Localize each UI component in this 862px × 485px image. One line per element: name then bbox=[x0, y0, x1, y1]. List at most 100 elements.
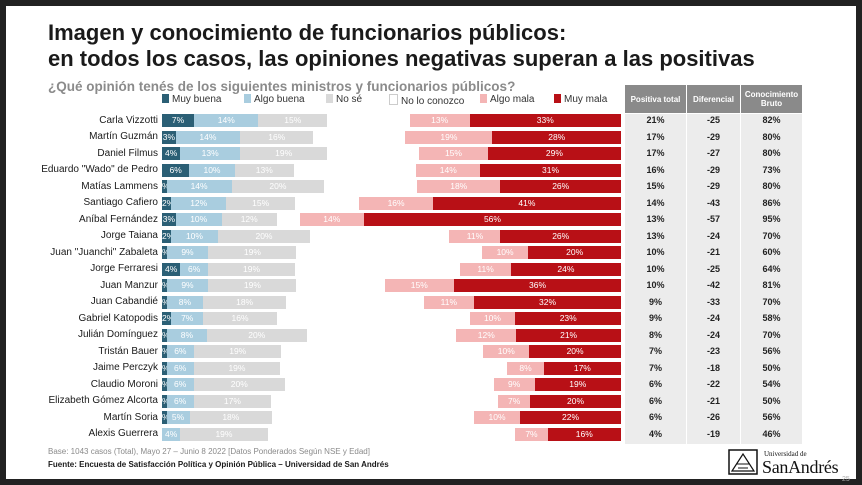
bar-segment-muy-buena: % bbox=[162, 295, 167, 309]
category-label: Julián Domínguez bbox=[77, 329, 158, 340]
bar-segment-algo-mala: 7% bbox=[498, 394, 531, 408]
category-label: Jorge Ferraresi bbox=[90, 263, 158, 274]
bar-segment-algo-buena: 9% bbox=[166, 246, 209, 259]
table-cell-conocimiento: 86% bbox=[762, 197, 781, 208]
bar-segment-no-se: 19% bbox=[180, 427, 268, 441]
bar-segment-muy-buena: 4% bbox=[162, 147, 181, 160]
title-line-2: en todos los casos, las opiniones negati… bbox=[48, 46, 755, 71]
bar-segment-muy-mala: 23% bbox=[515, 312, 621, 325]
table-cell-conocimiento: 56% bbox=[762, 412, 781, 422]
table-cell-conocimiento: 50% bbox=[762, 362, 781, 373]
bar-segment-no-se: 13% bbox=[234, 163, 294, 177]
table-cell-positiva: 13% bbox=[646, 230, 665, 241]
bar-segment-algo-buena: 13% bbox=[180, 147, 241, 160]
bar-segment-algo-buena: 10% bbox=[175, 213, 222, 226]
legend-item-algo-mala: Algo mala bbox=[480, 94, 534, 105]
legend-swatch bbox=[326, 94, 333, 103]
table-cell-positiva: 13% bbox=[646, 214, 665, 224]
table-cell-diferencial: -57 bbox=[706, 214, 720, 224]
bar-segment-muy-buena: 3% bbox=[162, 130, 176, 144]
table-cell-positiva: 4% bbox=[648, 428, 662, 439]
bar-segment-no-se: 20% bbox=[217, 229, 311, 243]
source-note: Fuente: Encuesta de Satisfacción Polític… bbox=[48, 460, 389, 469]
bar-segment-no-lo-conozco bbox=[276, 213, 300, 226]
bar-segment-no-se: 20% bbox=[206, 328, 307, 342]
bar-segment-algo-buena: 8% bbox=[166, 295, 204, 309]
bar-segment-muy-buena: % bbox=[162, 180, 167, 193]
table-cell-conocimiento: 80% bbox=[762, 181, 781, 191]
table-cell-conocimiento: 95% bbox=[762, 214, 781, 224]
bar-segment-no-lo-conozco bbox=[296, 246, 482, 259]
bar-segment-algo-buena: 10% bbox=[171, 229, 218, 243]
bar-segment-muy-buena: 2% bbox=[162, 312, 172, 325]
category-label: Claudio Moroni bbox=[90, 378, 158, 390]
bar-segment-muy-buena: % bbox=[162, 345, 167, 358]
bar-segment-algo-buena: 5% bbox=[166, 411, 190, 424]
bar-segment-no-lo-conozco bbox=[295, 262, 461, 276]
table-cell-diferencial: -18 bbox=[706, 362, 720, 373]
table-cell-diferencial: -21 bbox=[706, 247, 720, 257]
bar-segment-algo-buena: 6% bbox=[166, 361, 194, 375]
table-cell-conocimiento: 73% bbox=[762, 164, 781, 175]
bar-segment-no-lo-conozco bbox=[313, 130, 406, 144]
bar-segment-muy-mala: 28% bbox=[492, 130, 621, 144]
bar-segment-muy-mala: 24% bbox=[510, 262, 621, 276]
bar-segment-no-lo-conozco bbox=[271, 394, 499, 408]
table-cell-positiva: 6% bbox=[648, 379, 662, 389]
category-label: Jorge Taiana bbox=[100, 230, 158, 241]
bar-segment-muy-buena: 7% bbox=[162, 114, 195, 127]
legend-label: No sé bbox=[336, 94, 363, 105]
bar-segment-algo-mala: 12% bbox=[456, 328, 517, 342]
bar-segment-algo-buena: 6% bbox=[166, 345, 195, 358]
table-cell-positiva: 17% bbox=[646, 131, 665, 142]
bar-segment-muy-buena: 2% bbox=[162, 229, 172, 243]
table-header-positiva: Positiva total bbox=[625, 85, 686, 113]
university-logo: Universidad de SanAndrés bbox=[728, 449, 846, 477]
category-label: Elizabeth Gómez Alcorta bbox=[48, 395, 159, 406]
table-cell-positiva: 16% bbox=[646, 164, 665, 175]
page-number: 25 bbox=[842, 476, 850, 483]
bar-segment-no-se: 18% bbox=[189, 411, 273, 424]
bar-segment-no-se: 16% bbox=[240, 130, 314, 144]
table-column-bg bbox=[687, 114, 740, 444]
table-cell-diferencial: -29 bbox=[706, 131, 720, 142]
table-cell-positiva: 7% bbox=[648, 346, 662, 356]
bar-segment-muy-mala: 56% bbox=[363, 213, 621, 226]
legend-item-muy-mala: Muy mala bbox=[554, 94, 607, 105]
table-cell-diferencial: -25 bbox=[706, 115, 720, 125]
chart-subtitle: ¿Qué opinión tenés de los siguientes min… bbox=[48, 79, 516, 94]
bar-segment-muy-buena: 4% bbox=[162, 262, 181, 276]
table-header-conocimiento: Conocimiento Bruto bbox=[741, 85, 802, 113]
category-label: Martín Soria bbox=[103, 411, 158, 423]
bar-segment-no-se: 19% bbox=[208, 279, 297, 292]
bar-segment-muy-mala: 31% bbox=[480, 163, 621, 177]
legend-swatch bbox=[554, 94, 561, 103]
bar-segment-algo-buena: 6% bbox=[180, 262, 208, 276]
bar-segment-muy-buena: 6% bbox=[162, 163, 190, 177]
bar-segment-algo-mala: 10% bbox=[483, 345, 530, 358]
bar-segment-algo-mala: 15% bbox=[419, 147, 488, 160]
table-cell-diferencial: -25 bbox=[706, 263, 720, 274]
table-cell-conocimiento: 60% bbox=[762, 247, 781, 257]
table-cell-positiva: 9% bbox=[648, 296, 662, 307]
table-cell-conocimiento: 50% bbox=[762, 395, 781, 406]
bar-segment-algo-buena: 9% bbox=[166, 279, 209, 292]
bar-segment-muy-buena: % bbox=[162, 328, 167, 342]
table-cell-diferencial: -33 bbox=[706, 296, 720, 307]
table-cell-diferencial: -43 bbox=[706, 197, 720, 208]
table-cell-diferencial: -22 bbox=[706, 379, 720, 389]
bar-segment-muy-mala: 17% bbox=[543, 361, 621, 375]
table-cell-positiva: 6% bbox=[648, 395, 662, 406]
bar-segment-no-lo-conozco bbox=[295, 196, 360, 210]
bar-segment-algo-mala: 14% bbox=[416, 163, 481, 177]
bar-segment-algo-mala: 10% bbox=[469, 312, 516, 325]
bar-segment-muy-mala: 36% bbox=[454, 279, 621, 292]
category-label: Eduardo "Wado" de Pedro bbox=[41, 164, 158, 175]
legend-label: Muy mala bbox=[564, 94, 608, 105]
table-cell-positiva: 21% bbox=[646, 115, 665, 125]
bar-segment-muy-buena: % bbox=[162, 394, 167, 408]
table-cell-positiva: 15% bbox=[646, 181, 665, 191]
bar-segment-muy-mala: 16% bbox=[547, 427, 621, 441]
bar-segment-muy-mala: 26% bbox=[500, 229, 621, 243]
table-cell-conocimiento: 58% bbox=[762, 313, 781, 323]
